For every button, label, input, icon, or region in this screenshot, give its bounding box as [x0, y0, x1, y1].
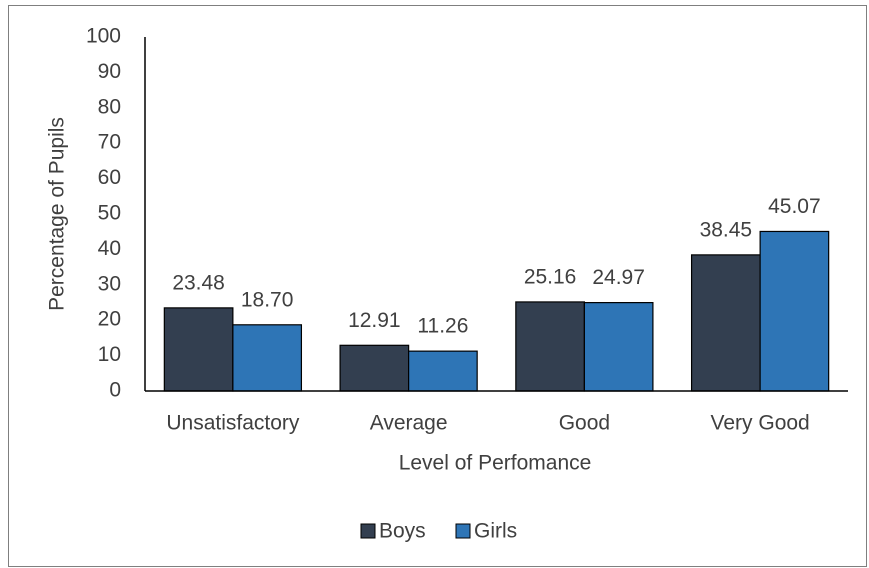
y-tick-label: 20 [98, 308, 121, 331]
y-tick-label: 0 [109, 379, 121, 402]
bar [583, 302, 654, 392]
bar [690, 254, 761, 392]
x-axis-title: Level of Perfomance [399, 452, 592, 475]
value-label: 38.45 [700, 218, 753, 241]
value-label: 25.16 [524, 265, 577, 288]
legend-label: Girls [474, 520, 517, 543]
value-label: 45.07 [768, 195, 821, 218]
bar [232, 324, 303, 392]
x-tick-label: Unsatisfactory [166, 412, 300, 435]
legend-swatch [360, 523, 376, 539]
y-tick-label: 100 [86, 25, 121, 48]
legend-label: Boys [379, 520, 426, 543]
value-label: 23.48 [172, 271, 225, 294]
bar [759, 230, 830, 392]
y-tick-label: 80 [98, 95, 121, 118]
y-tick-label: 90 [98, 60, 121, 83]
y-tick-label: 40 [98, 237, 121, 260]
value-label: 12.91 [348, 309, 401, 332]
x-tick-label: Very Good [711, 412, 810, 435]
y-tick-label: 10 [98, 343, 121, 366]
bar [163, 307, 234, 392]
bar [339, 344, 410, 392]
value-label: 24.97 [592, 266, 645, 289]
y-tick-label: 70 [98, 131, 121, 154]
bar [408, 350, 478, 392]
legend-swatch [455, 523, 471, 539]
bar [515, 301, 585, 392]
y-tick-label: 50 [98, 202, 121, 225]
y-tick-label: 30 [98, 272, 121, 295]
y-tick-label: 60 [98, 166, 121, 189]
value-label: 11.26 [417, 315, 468, 338]
x-tick-label: Average [370, 412, 448, 435]
x-tick-label: Good [559, 412, 610, 435]
value-label: 18.70 [241, 288, 294, 311]
y-axis-title: Percentage of Pupils [46, 117, 69, 311]
